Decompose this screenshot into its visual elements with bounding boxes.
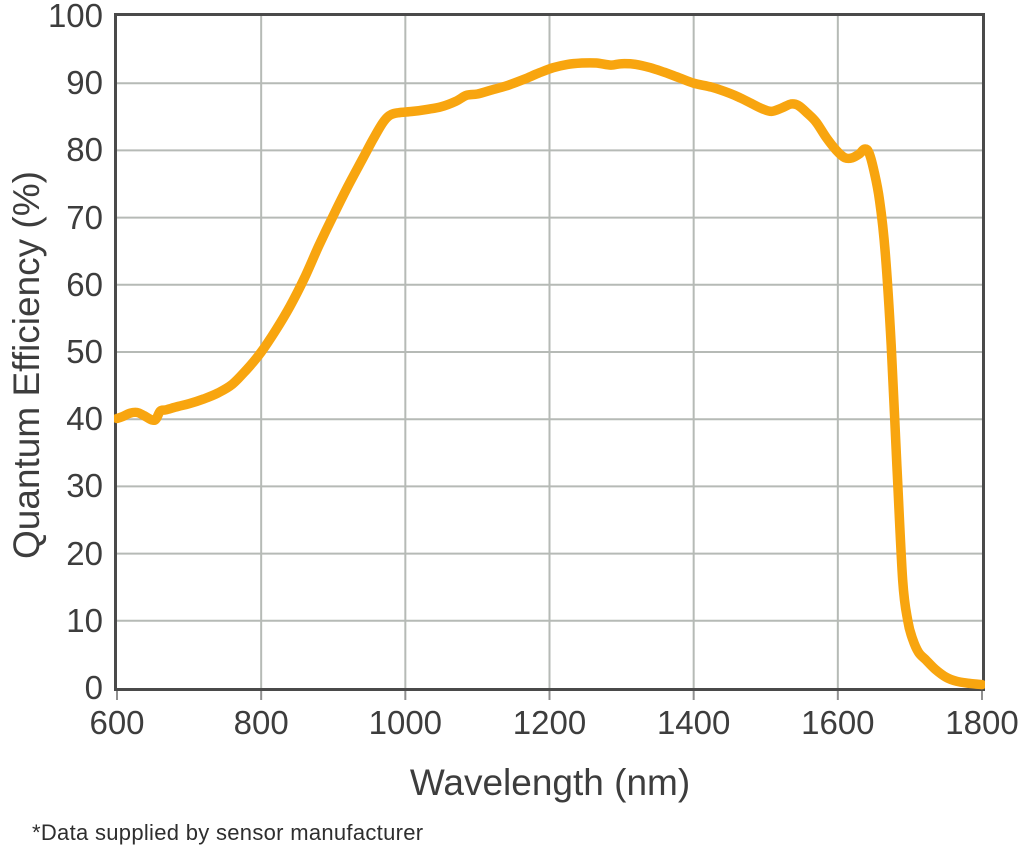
y-tick-label: 100 (47, 0, 103, 34)
y-tick-label: 10 (66, 601, 103, 639)
y-tick-label: 30 (66, 467, 103, 505)
x-axis-title: Wavelength (nm) (409, 762, 691, 803)
y-tick-label: 40 (66, 400, 103, 438)
x-tick-label: 600 (89, 704, 145, 741)
x-tick-label: 1200 (512, 704, 587, 741)
plot-area (114, 13, 985, 700)
y-tick-label: 50 (66, 333, 103, 370)
y-tick-label: 0 (84, 669, 103, 706)
x-tick-label: 1000 (368, 704, 443, 741)
y-tick-label: 70 (66, 198, 103, 236)
x-tick-label: 1400 (656, 704, 731, 741)
x-tick-label: 800 (233, 704, 289, 741)
x-tick-label: 1800 (945, 704, 1019, 741)
y-tick-label: 80 (66, 131, 103, 169)
footnote: *Data supplied by sensor manufacturer (32, 820, 424, 845)
plot-border (114, 13, 985, 691)
y-tick-label: 20 (66, 534, 103, 572)
x-tick-label: 1600 (801, 704, 875, 741)
qe-curve (114, 58, 985, 690)
y-tick-label: 90 (66, 64, 103, 102)
y-tick-label: 60 (66, 265, 103, 303)
